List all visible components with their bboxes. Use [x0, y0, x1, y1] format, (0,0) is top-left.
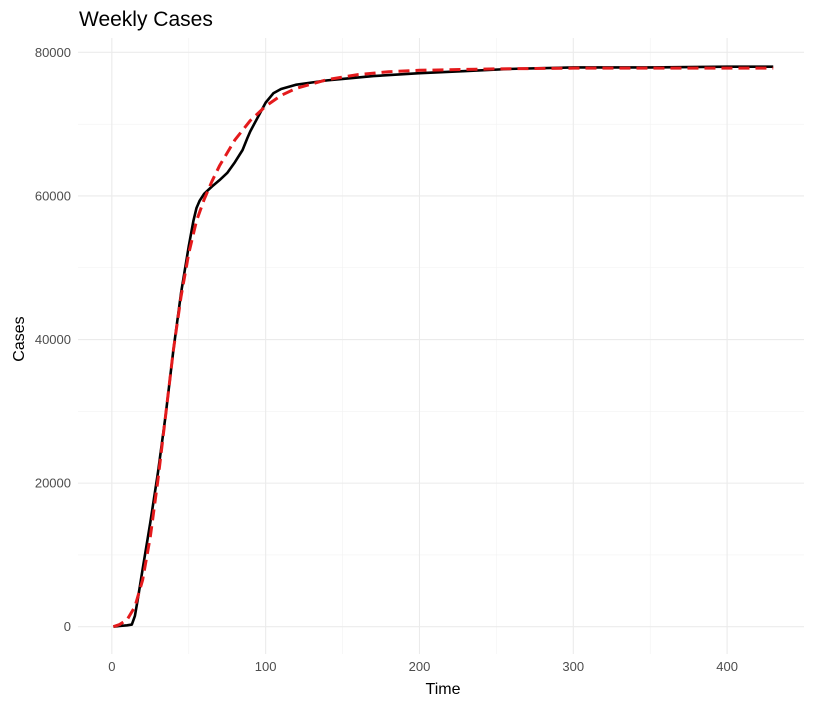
y-tick-label: 40000 — [35, 332, 71, 347]
x-axis-title: Time — [426, 681, 461, 698]
dashed-series-line — [112, 66, 774, 629]
y-tick-label: 0 — [64, 619, 71, 634]
minor-gridlines — [78, 38, 804, 654]
solid-series-line — [113, 65, 774, 629]
y-tick-label: 20000 — [35, 476, 71, 491]
x-axis-ticks: 0 100 200 300 400 — [108, 659, 738, 674]
y-tick-label: 60000 — [35, 188, 71, 203]
chart-title: Weekly Cases — [79, 8, 213, 31]
x-tick-label: 0 — [108, 659, 115, 674]
x-tick-label: 200 — [409, 659, 431, 674]
y-axis-ticks: 0 20000 40000 60000 80000 — [35, 45, 71, 634]
x-tick-label: 300 — [562, 659, 584, 674]
y-tick-label: 80000 — [35, 45, 71, 60]
y-axis-title: Cases — [11, 316, 28, 361]
x-tick-label: 100 — [255, 659, 277, 674]
x-tick-label: 400 — [716, 659, 738, 674]
major-gridlines — [78, 38, 804, 654]
series-lines — [112, 65, 774, 629]
